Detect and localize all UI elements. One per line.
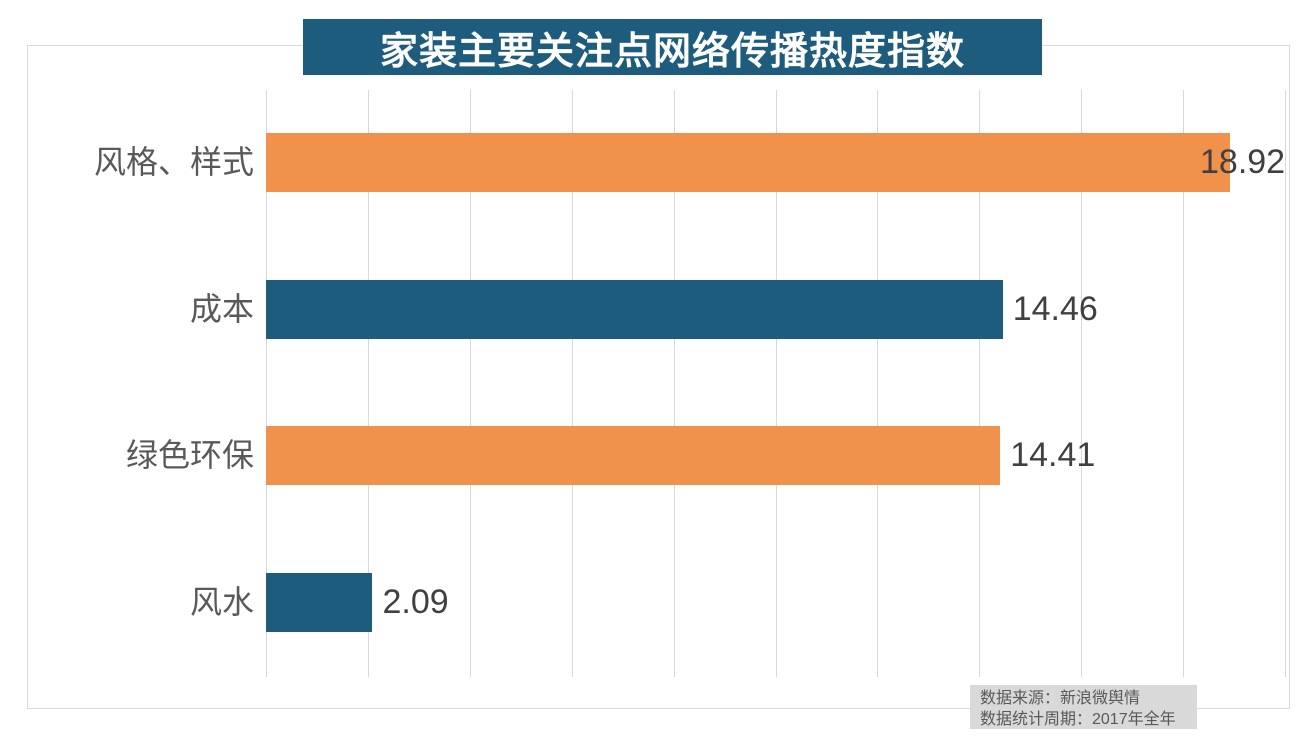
value-label: 18.92 <box>1200 143 1286 181</box>
category-label: 风格、样式 <box>93 144 254 180</box>
category-label: 风水 <box>189 583 254 620</box>
gridline <box>266 90 267 677</box>
gridline <box>1285 90 1286 677</box>
gridline <box>673 90 675 677</box>
source-note-line1: 数据来源：新浪微舆情 <box>980 690 1141 707</box>
bar <box>266 279 1003 339</box>
value-label: 14.46 <box>1012 289 1098 328</box>
gridline <box>775 90 777 677</box>
bar <box>266 572 373 632</box>
gridline <box>469 90 471 677</box>
gridline <box>1081 90 1083 677</box>
gridline <box>571 90 573 677</box>
bar <box>266 426 1001 485</box>
value-label: 2.09 <box>382 582 449 621</box>
gridline <box>367 90 369 677</box>
category-label: 绿色环保 <box>125 437 254 473</box>
source-note-line2: 数据统计周期：2017年全年 <box>980 711 1176 728</box>
source-note-box: 数据来源：新浪微舆情 数据统计周期：2017年全年 <box>970 685 1197 729</box>
gridline <box>1183 90 1185 677</box>
chart-title: 家装主要关注点网络传播热度指数 <box>303 19 1042 75</box>
gridline <box>979 90 981 677</box>
value-label: 14.41 <box>1010 436 1096 474</box>
category-label: 成本 <box>189 290 254 327</box>
bar <box>266 133 1230 192</box>
gridline <box>877 90 879 677</box>
